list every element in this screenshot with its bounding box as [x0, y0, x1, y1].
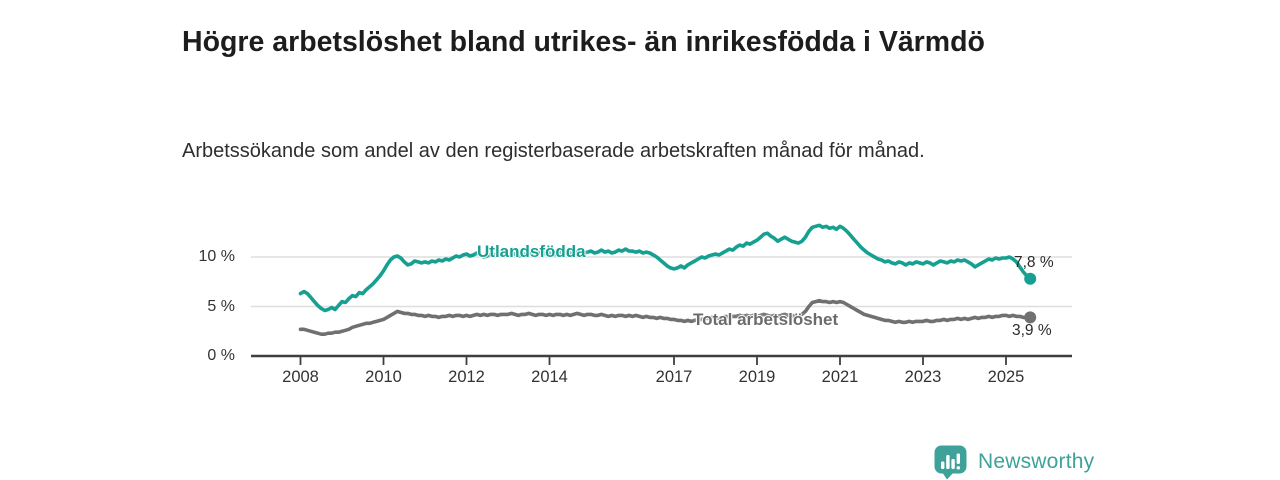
x-tick-label: 2021 — [821, 368, 859, 386]
y-tick-label: 10 % — [198, 248, 235, 265]
series-label-total-arbetsloshet: Total arbetslöshet — [693, 310, 839, 329]
series-end-dot-0 — [1024, 272, 1037, 285]
series-line-1 — [298, 298, 1032, 337]
x-tick-label: 2008 — [282, 368, 319, 386]
newsworthy-logo[interactable]: Newsworthy — [933, 444, 1094, 480]
series-end-dot-1 — [1024, 311, 1037, 324]
x-tick-label: 2012 — [448, 368, 485, 386]
y-tick-label: 5 % — [207, 297, 235, 315]
chart-title: Högre arbetslöshet bland utrikes- än inr… — [182, 26, 985, 59]
x-tick-label: 2017 — [655, 368, 693, 386]
x-tick-label: 2025 — [987, 368, 1025, 386]
end-value-label-total: 3,9 % — [1012, 322, 1052, 339]
series-label-utlandsfodda: Utlandsfödda — [477, 242, 586, 261]
x-tick-label: 2014 — [531, 368, 568, 386]
newsworthy-logo-icon — [934, 445, 967, 480]
x-tick-label: 2019 — [738, 368, 776, 386]
x-tick-label: 2023 — [904, 368, 942, 386]
x-tick-label: 2010 — [365, 368, 402, 386]
newsworthy-logo-text: Newsworthy — [978, 450, 1095, 473]
y-tick-label: 0 % — [207, 347, 235, 364]
series-line-0 — [298, 223, 1032, 313]
end-value-label-utlandsfodda: 7,8 % — [1014, 254, 1054, 271]
chart-subtitle: Arbetssökande som andel av den registerb… — [182, 140, 925, 162]
